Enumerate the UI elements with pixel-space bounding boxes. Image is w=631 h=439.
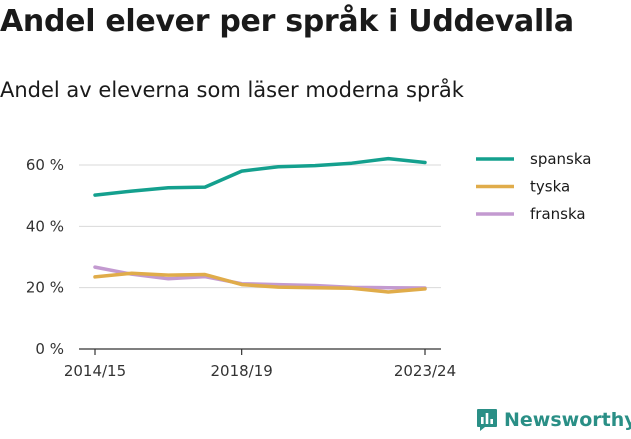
x-axis-ticks: 2014/15 2018/19 2023/24 (64, 349, 456, 380)
legend-label-spanska: spanska (530, 150, 591, 168)
x-tick-label: 2023/24 (394, 362, 456, 380)
legend-label-franska: franska (530, 205, 586, 223)
x-tick-label: 2018/19 (211, 362, 273, 380)
bar-chart-speech-bubble-icon (477, 409, 497, 431)
y-tick-label: 40 % (26, 217, 64, 235)
chart-title: Andel elever per språk i Uddevalla (0, 4, 574, 39)
x-tick-label: 2014/15 (64, 362, 126, 380)
brand-name: Newsworthy (504, 409, 631, 431)
chart-subtitle: Andel av eleverna som läser moderna språ… (0, 78, 464, 102)
legend-label-tyska: tyska (530, 178, 570, 196)
series-line-tyska (93, 271, 427, 294)
y-axis-ticks: 0 % 20 % 40 % 60 % (26, 156, 64, 358)
newsworthy-logo: Newsworthy (476, 408, 631, 432)
y-tick-label: 0 % (35, 340, 64, 358)
y-tick-label: 60 % (26, 156, 64, 174)
y-tick-label: 20 % (26, 279, 64, 297)
series-line-spanska (93, 156, 427, 197)
series-lines (93, 156, 427, 294)
legend: spanska tyska franska (476, 150, 591, 223)
